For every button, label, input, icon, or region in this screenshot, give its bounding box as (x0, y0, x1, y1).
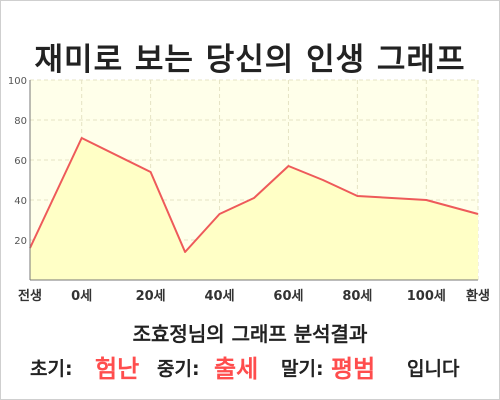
mid-label: 중기: (157, 358, 200, 380)
x-tick-label: 40세 (205, 289, 235, 304)
x-tick-label: 0세 (71, 289, 92, 304)
mid-value: 출세 (214, 355, 259, 383)
early-value: 험난 (95, 355, 140, 383)
late-value: 평범 (331, 355, 376, 383)
x-tick-label: 20세 (136, 289, 166, 304)
series-line (29, 137, 479, 253)
x-tick-label: 80세 (342, 289, 372, 304)
page-title: 재미로 보는 당신의 인생 그래프 (34, 42, 466, 78)
x-tick-label: 100세 (407, 289, 446, 304)
result-suffix: 입니다 (407, 358, 460, 380)
x-tick-label: 60세 (273, 289, 303, 304)
result-heading: 조효정님의 그래프 분석결과 (132, 322, 368, 346)
area-fill (30, 138, 478, 280)
late-label: 말기: (281, 358, 324, 380)
x-tick-label: 전생 (18, 288, 42, 304)
y-tick-label: 20 (14, 236, 27, 247)
early-label: 초기: (30, 358, 73, 380)
y-tick-label: 80 (14, 116, 27, 127)
result-summary: 초기: 험난 중기: 출세 말기: 평범 입니다 (0, 345, 500, 383)
y-tick-label: 60 (14, 156, 27, 167)
x-tick-label: 환생 (466, 288, 490, 304)
y-tick-label: 40 (14, 196, 27, 207)
y-tick-label: 100 (8, 76, 27, 87)
